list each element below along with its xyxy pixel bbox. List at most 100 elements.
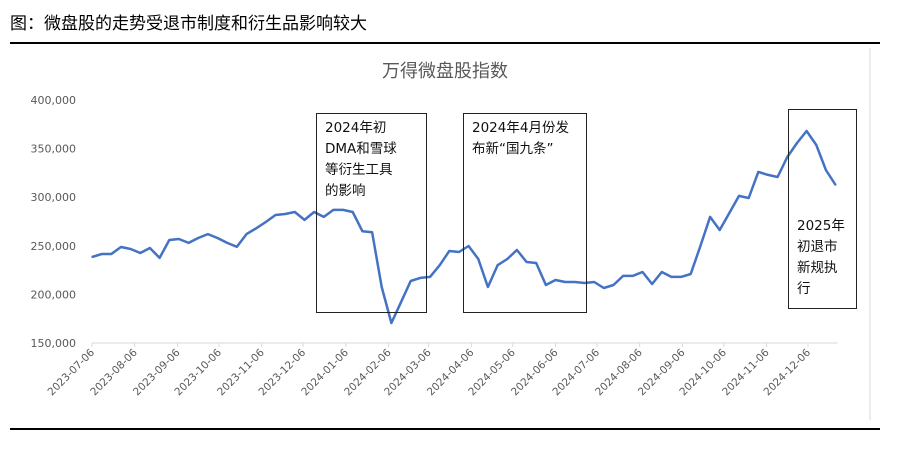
data-point xyxy=(255,227,257,230)
data-point xyxy=(689,273,692,275)
data-point xyxy=(284,213,286,215)
data-point xyxy=(564,281,566,283)
data-point xyxy=(622,275,624,277)
data-point xyxy=(767,174,769,176)
data-point xyxy=(535,262,538,264)
data-point xyxy=(477,258,480,260)
annotation-line: 布新“国九条” xyxy=(472,141,554,157)
data-point xyxy=(100,253,103,255)
data-point xyxy=(361,230,364,233)
y-tick-label: 350,000 xyxy=(31,143,77,156)
annotation-box-dma: 2024年初 DMA和雪球 等衍生工具 的影响 xyxy=(316,113,427,313)
data-point xyxy=(380,286,383,288)
y-tick-label: 400,000 xyxy=(31,94,77,107)
data-point xyxy=(612,284,615,286)
data-point xyxy=(342,209,344,211)
data-point xyxy=(216,237,219,239)
data-point xyxy=(390,322,393,324)
data-point xyxy=(207,233,209,235)
data-point xyxy=(158,257,161,259)
figure-caption: 图：微盘股的走势受退市制度和衍生品影响较大 xyxy=(10,14,367,34)
data-point xyxy=(545,284,547,286)
data-point xyxy=(728,212,731,214)
data-point xyxy=(699,245,702,247)
data-point xyxy=(120,246,122,248)
data-point xyxy=(670,276,673,278)
y-tick-label: 200,000 xyxy=(31,288,77,301)
y-tick-label: 300,000 xyxy=(31,191,77,204)
data-point xyxy=(149,247,151,249)
data-point xyxy=(641,271,644,273)
data-point xyxy=(631,275,634,277)
data-point xyxy=(419,277,422,279)
data-point xyxy=(129,248,132,250)
data-point xyxy=(293,211,296,213)
data-point xyxy=(718,229,721,231)
data-point xyxy=(245,233,248,235)
top-rule xyxy=(10,42,880,44)
data-point xyxy=(168,239,171,241)
data-point xyxy=(274,214,277,216)
data-point xyxy=(303,219,306,221)
y-tick-label: 250,000 xyxy=(31,240,77,253)
data-point xyxy=(805,130,808,132)
annotation-line: 2025年 xyxy=(797,218,845,234)
y-tick-label: 150,000 xyxy=(31,337,77,350)
data-point xyxy=(554,279,557,281)
data-point xyxy=(139,252,142,254)
data-point xyxy=(757,171,760,173)
data-point xyxy=(313,211,315,213)
data-point xyxy=(786,156,789,158)
annotation-line: 等衍生工具 xyxy=(325,162,393,178)
data-point xyxy=(438,264,441,267)
data-point xyxy=(429,276,431,278)
data-point xyxy=(593,281,595,283)
data-point xyxy=(351,211,354,213)
data-point xyxy=(815,144,818,146)
chart-title: 万得微盘股指数 xyxy=(382,61,508,82)
data-point xyxy=(487,286,489,288)
data-point xyxy=(834,184,837,186)
data-point xyxy=(603,287,605,289)
data-point xyxy=(187,242,190,244)
annotation-line: 2024年初 xyxy=(325,120,387,136)
data-point xyxy=(506,258,509,260)
data-point xyxy=(660,271,663,273)
data-point xyxy=(516,249,518,251)
data-point xyxy=(458,251,460,253)
data-point xyxy=(651,283,653,285)
data-point xyxy=(776,176,779,178)
data-point xyxy=(574,281,576,283)
annotation-line: DMA和雪球 xyxy=(325,141,397,157)
annotation-box-guojiutiao: 2024年4月份发 布新“国九条” xyxy=(463,113,587,313)
annotation-line: 的影响 xyxy=(325,183,366,199)
data-point xyxy=(236,245,238,248)
annotation-box-delisting: 2025年 初退市 新规执 行 xyxy=(788,109,857,309)
data-point xyxy=(91,256,93,258)
data-point xyxy=(332,209,335,211)
annotation-line: 2024年4月份发 xyxy=(472,120,569,136)
data-point xyxy=(226,242,228,244)
data-point xyxy=(448,250,451,252)
data-point xyxy=(265,221,267,223)
data-point xyxy=(467,245,470,247)
data-point xyxy=(747,197,750,199)
data-point xyxy=(825,169,827,171)
data-point xyxy=(409,280,412,282)
data-point xyxy=(583,282,586,284)
data-point xyxy=(738,195,740,197)
data-point xyxy=(709,216,711,218)
data-point xyxy=(680,276,682,278)
annotation-line: 初退市 xyxy=(797,239,838,255)
data-point xyxy=(110,253,113,255)
data-point xyxy=(496,264,499,267)
data-point xyxy=(525,261,528,263)
bottom-rule xyxy=(10,428,880,430)
annotation-line: 新规执 xyxy=(797,260,838,276)
data-point xyxy=(400,301,402,303)
data-point xyxy=(197,237,200,239)
data-point xyxy=(322,216,325,218)
data-point xyxy=(796,142,798,144)
annotation-line: 行 xyxy=(797,281,811,297)
